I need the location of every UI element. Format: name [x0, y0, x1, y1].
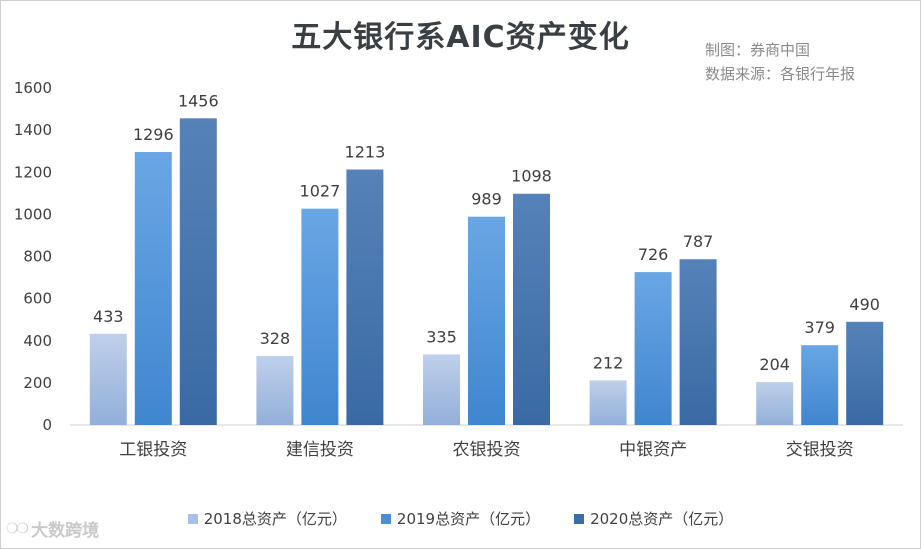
bars: [89, 118, 884, 425]
data-label: 726: [638, 245, 669, 264]
data-label: 1296: [133, 125, 174, 144]
legend-label: 2018总资产（亿元）: [203, 510, 347, 528]
watermark: ❍❍ 大数跨境: [6, 516, 100, 542]
y-tick-label: 1400: [14, 121, 52, 139]
watermark-logo-icon: ❍❍: [6, 520, 29, 537]
legend-label: 2020总资产（亿元）: [590, 510, 734, 528]
x-tick-label: 交银投资: [786, 440, 854, 460]
chart-title: 五大银行系AIC资产变化: [291, 20, 630, 55]
legend-swatch: [187, 513, 198, 524]
y-tick-label: 400: [23, 332, 52, 350]
x-tick-label: 农银投资: [453, 440, 521, 460]
bar: [179, 118, 217, 425]
data-label: 490: [849, 295, 880, 314]
legend-swatch: [574, 513, 585, 524]
y-tick-label: 1200: [14, 163, 52, 181]
x-axis: 工银投资 建信投资 农银投资 中银资产 交银投资: [70, 424, 903, 460]
data-label: 335: [426, 327, 457, 346]
bar: [423, 354, 460, 425]
credit-data-source: 数据来源：各银行年报: [705, 65, 856, 83]
data-label: 328: [260, 329, 291, 348]
watermark-text: 大数跨境: [31, 521, 100, 541]
bar: [801, 345, 839, 425]
x-tick-label: 工银投资: [119, 440, 187, 460]
data-label: 787: [683, 232, 714, 251]
y-tick-label: 600: [23, 290, 52, 308]
y-tick-label: 1000: [14, 205, 52, 223]
legend: 2018总资产（亿元） 2019总资产（亿元） 2020总资产（亿元）: [0, 508, 921, 529]
bar: [134, 152, 172, 425]
bar: [256, 355, 294, 425]
y-tick-label: 0: [42, 416, 52, 434]
data-label: 1027: [300, 182, 341, 201]
y-axis: 0 200 400 600 800 1000 1200 1400 1600: [14, 79, 52, 434]
x-tick-label: 建信投资: [286, 440, 354, 460]
data-label: 989: [471, 190, 502, 209]
bar: [89, 333, 127, 425]
legend-label: 2019总资产（亿元）: [396, 510, 541, 528]
x-tick-label: 中银资产: [619, 440, 687, 460]
y-tick-label: 1600: [14, 79, 52, 97]
y-tick-label: 200: [23, 374, 52, 392]
bar: [756, 382, 794, 425]
data-label: 1456: [178, 91, 219, 110]
bar: [679, 259, 717, 425]
legend-item: 2020总资产（亿元）: [574, 508, 733, 529]
data-label: 379: [804, 318, 835, 337]
bar: [513, 193, 550, 425]
credit-source-maker: 制图：券商中国: [705, 41, 811, 59]
bar: [634, 272, 672, 425]
legend-item: 2018总资产（亿元）: [187, 508, 347, 529]
bar: [346, 169, 384, 425]
bar: [589, 380, 627, 425]
legend-swatch: [380, 513, 391, 524]
bar: [301, 208, 339, 425]
data-label: 1098: [511, 167, 552, 186]
legend-item: 2019总资产（亿元）: [380, 508, 541, 529]
bar: [468, 216, 505, 425]
data-label: 212: [593, 353, 624, 372]
data-label: 1213: [345, 143, 386, 162]
data-label: 204: [759, 355, 790, 374]
bar: [846, 321, 884, 425]
y-tick-label: 800: [23, 248, 52, 266]
data-label: 433: [93, 307, 124, 326]
